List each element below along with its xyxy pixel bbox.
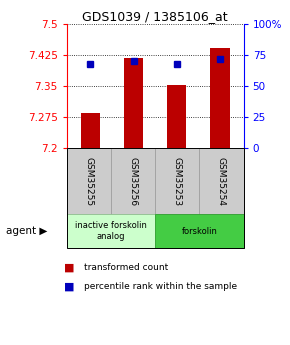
Text: agent ▶: agent ▶ [6,226,47,236]
Text: GSM35254: GSM35254 [217,157,226,206]
Text: GSM35256: GSM35256 [128,157,137,206]
Text: GSM35255: GSM35255 [84,157,93,206]
Text: GSM35253: GSM35253 [173,157,182,206]
Title: GDS1039 / 1385106_at: GDS1039 / 1385106_at [82,10,228,23]
Text: inactive forskolin
analog: inactive forskolin analog [75,221,147,241]
Bar [124,58,143,148]
Text: forskolin: forskolin [182,227,217,236]
Bar [210,48,230,148]
Text: percentile rank within the sample: percentile rank within the sample [84,282,237,291]
Bar [167,86,186,148]
Text: ■: ■ [64,263,74,272]
Text: ■: ■ [64,282,74,291]
Bar [81,113,100,148]
Text: transformed count: transformed count [84,263,168,272]
